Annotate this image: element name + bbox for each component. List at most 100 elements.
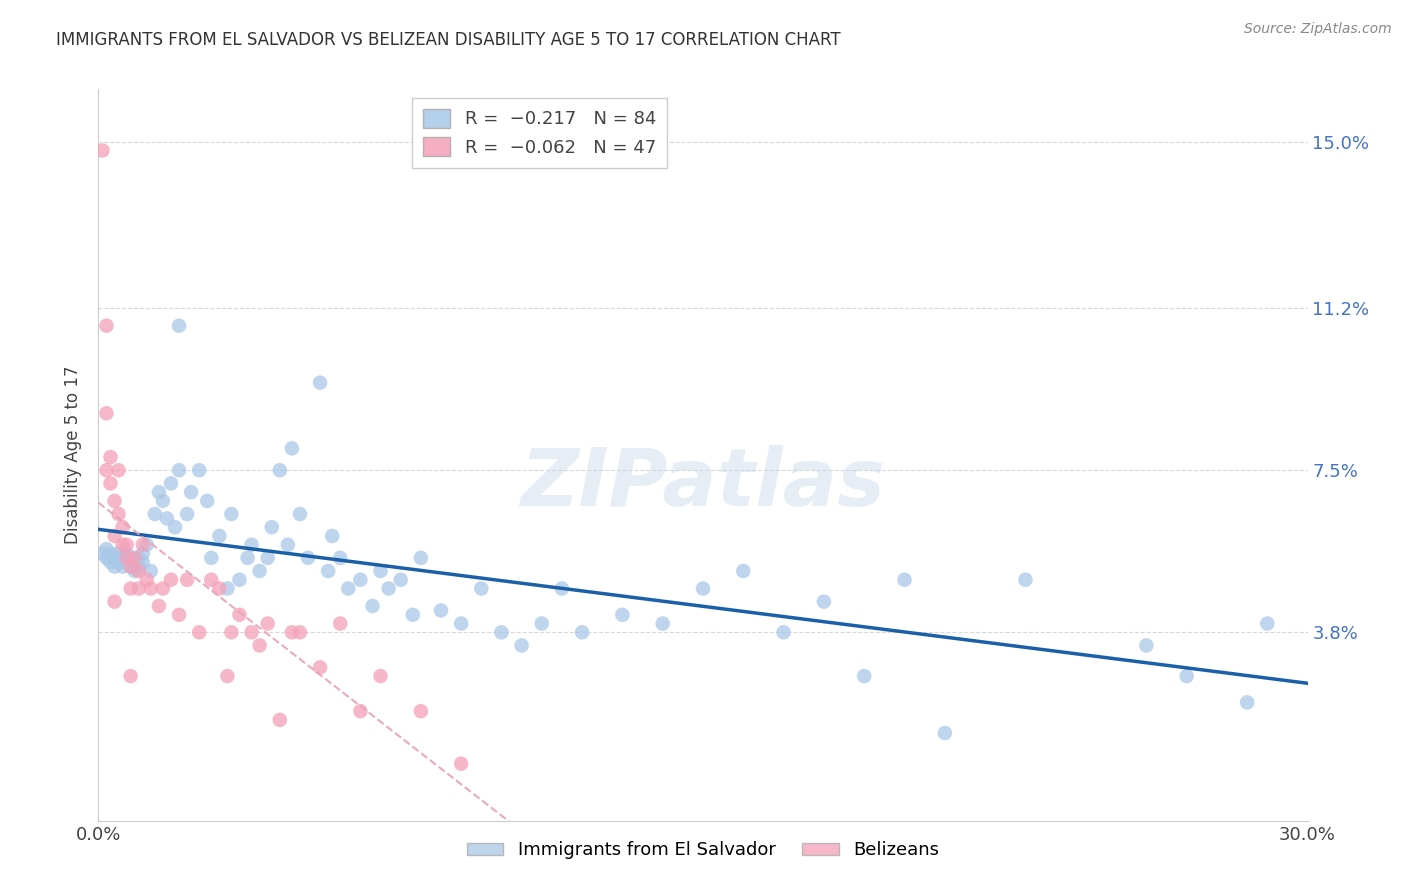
Point bbox=[200, 573, 222, 587]
Point bbox=[934, 726, 956, 740]
Point bbox=[120, 582, 142, 596]
Point bbox=[240, 625, 263, 640]
Point bbox=[612, 607, 634, 622]
Point bbox=[551, 582, 574, 596]
Point bbox=[139, 582, 162, 596]
Point bbox=[1256, 616, 1278, 631]
Point bbox=[139, 564, 162, 578]
Point bbox=[240, 538, 263, 552]
Point bbox=[370, 669, 392, 683]
Point bbox=[100, 546, 122, 560]
Point bbox=[96, 463, 118, 477]
Point bbox=[152, 494, 174, 508]
Point bbox=[277, 538, 299, 552]
Point bbox=[409, 704, 432, 718]
Point bbox=[329, 616, 352, 631]
Point bbox=[228, 607, 250, 622]
Point bbox=[337, 582, 360, 596]
Point bbox=[115, 546, 138, 560]
Point bbox=[167, 318, 190, 333]
Point bbox=[124, 550, 146, 565]
Point bbox=[115, 538, 138, 552]
Point bbox=[148, 485, 170, 500]
Point bbox=[281, 625, 304, 640]
Point bbox=[120, 669, 142, 683]
Point bbox=[430, 603, 453, 617]
Point bbox=[91, 144, 114, 158]
Point bbox=[349, 573, 371, 587]
Point bbox=[111, 520, 134, 534]
Point bbox=[96, 550, 118, 565]
Point bbox=[651, 616, 673, 631]
Point bbox=[491, 625, 513, 640]
Point bbox=[143, 507, 166, 521]
Point bbox=[128, 550, 150, 565]
Point bbox=[217, 582, 239, 596]
Point bbox=[100, 450, 122, 464]
Point bbox=[309, 376, 332, 390]
Point bbox=[361, 599, 384, 613]
Point bbox=[180, 485, 202, 500]
Point bbox=[813, 594, 835, 608]
Point bbox=[893, 573, 915, 587]
Point bbox=[167, 463, 190, 477]
Point bbox=[470, 582, 492, 596]
Point bbox=[128, 559, 150, 574]
Point bbox=[135, 538, 157, 552]
Point bbox=[103, 494, 125, 508]
Point bbox=[297, 550, 319, 565]
Y-axis label: Disability Age 5 to 17: Disability Age 5 to 17 bbox=[65, 366, 83, 544]
Point bbox=[1135, 639, 1157, 653]
Point bbox=[176, 573, 198, 587]
Point bbox=[208, 529, 231, 543]
Point bbox=[409, 550, 432, 565]
Point bbox=[221, 507, 243, 521]
Point bbox=[160, 573, 183, 587]
Point bbox=[96, 318, 118, 333]
Point bbox=[510, 639, 533, 653]
Text: Source: ZipAtlas.com: Source: ZipAtlas.com bbox=[1244, 22, 1392, 37]
Point bbox=[135, 573, 157, 587]
Point bbox=[107, 463, 129, 477]
Text: ZIPatlas: ZIPatlas bbox=[520, 445, 886, 524]
Point bbox=[156, 511, 179, 525]
Point bbox=[772, 625, 794, 640]
Point bbox=[249, 639, 271, 653]
Point bbox=[91, 546, 114, 560]
Point bbox=[256, 550, 278, 565]
Point bbox=[103, 594, 125, 608]
Point bbox=[853, 669, 876, 683]
Point bbox=[370, 564, 392, 578]
Point bbox=[111, 538, 134, 552]
Point bbox=[402, 607, 425, 622]
Point bbox=[269, 463, 291, 477]
Point bbox=[120, 559, 142, 574]
Point bbox=[132, 538, 155, 552]
Point bbox=[256, 616, 278, 631]
Text: IMMIGRANTS FROM EL SALVADOR VS BELIZEAN DISABILITY AGE 5 TO 17 CORRELATION CHART: IMMIGRANTS FROM EL SALVADOR VS BELIZEAN … bbox=[56, 31, 841, 49]
Point bbox=[115, 555, 138, 569]
Point bbox=[1236, 695, 1258, 709]
Point bbox=[217, 669, 239, 683]
Point bbox=[450, 756, 472, 771]
Point bbox=[377, 582, 399, 596]
Point bbox=[128, 564, 150, 578]
Point bbox=[132, 555, 155, 569]
Point bbox=[1175, 669, 1198, 683]
Legend: Immigrants from El Salvador, Belizeans: Immigrants from El Salvador, Belizeans bbox=[460, 834, 946, 866]
Point bbox=[281, 442, 304, 456]
Point bbox=[96, 406, 118, 420]
Point bbox=[450, 616, 472, 631]
Point bbox=[148, 599, 170, 613]
Point bbox=[160, 476, 183, 491]
Point bbox=[236, 550, 259, 565]
Point bbox=[1014, 573, 1036, 587]
Point bbox=[128, 582, 150, 596]
Point bbox=[111, 550, 134, 565]
Point bbox=[269, 713, 291, 727]
Point bbox=[389, 573, 412, 587]
Point bbox=[100, 555, 122, 569]
Point bbox=[571, 625, 593, 640]
Point bbox=[115, 550, 138, 565]
Point bbox=[188, 625, 211, 640]
